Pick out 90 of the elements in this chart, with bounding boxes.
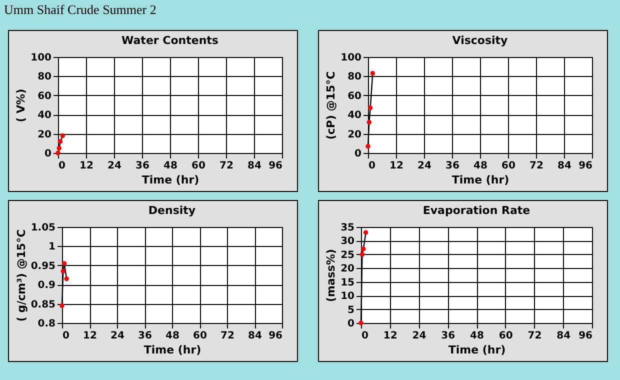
x-tick-label: 48 bbox=[166, 330, 180, 342]
point bbox=[366, 144, 370, 149]
point bbox=[62, 261, 67, 266]
x-tick-label: 96 bbox=[578, 160, 593, 172]
x-tick-label: 72 bbox=[220, 330, 234, 342]
y-tick-label: 10 bbox=[340, 291, 355, 302]
y-tick-label: 5 bbox=[348, 304, 355, 316]
x-tick-label: 36 bbox=[446, 160, 460, 172]
x-tick-label: 12 bbox=[383, 330, 398, 342]
y-tick-label: 40 bbox=[348, 110, 362, 122]
point bbox=[368, 106, 373, 110]
x-tick-label: 60 bbox=[498, 330, 513, 342]
y-tick-label: 100 bbox=[340, 52, 362, 64]
x-axis-title: Time (hr) bbox=[142, 174, 200, 186]
y-axis-title: ( V%) bbox=[14, 88, 28, 122]
y-tick-label: 0.85 bbox=[30, 299, 56, 310]
point bbox=[56, 146, 62, 151]
point bbox=[60, 268, 66, 274]
y-tick-label: 20 bbox=[348, 129, 362, 140]
x-tick-label: 72 bbox=[528, 330, 542, 342]
y-tick-label: 0.8 bbox=[38, 318, 56, 330]
x-tick-label: 60 bbox=[192, 160, 206, 172]
y-tick-label: 25 bbox=[340, 250, 355, 261]
point bbox=[361, 246, 366, 252]
point bbox=[60, 133, 66, 138]
y-tick-label: 35 bbox=[340, 222, 355, 234]
point bbox=[366, 120, 372, 125]
point bbox=[370, 70, 376, 76]
chart-title: Density bbox=[148, 204, 196, 217]
y-tick-label: 0 bbox=[354, 148, 362, 160]
x-tick-label: 60 bbox=[193, 330, 207, 342]
y-tick-label: 0 bbox=[348, 318, 355, 330]
x-tick-label: 0 bbox=[58, 160, 66, 172]
x-tick-label: 84 bbox=[248, 160, 262, 172]
x-tick-label: 0 bbox=[368, 160, 376, 172]
y-tick-label: 80 bbox=[38, 72, 52, 83]
y-axis-title: (cP) @15°C bbox=[324, 71, 338, 140]
x-tick-label: 12 bbox=[83, 330, 97, 342]
x-tick-label: 12 bbox=[80, 160, 94, 172]
point bbox=[358, 320, 364, 326]
x-tick-label: 72 bbox=[220, 160, 234, 172]
chart-title: Evaporation Rate bbox=[422, 204, 530, 217]
x-tick-label: 84 bbox=[248, 330, 262, 342]
y-tick-label: 1 bbox=[48, 242, 56, 253]
y-tick-label: 60 bbox=[38, 90, 52, 102]
x-tick-label: 84 bbox=[558, 160, 572, 172]
y-axis-title: (mass%) bbox=[324, 248, 338, 302]
x-tick-label: 24 bbox=[412, 330, 426, 342]
x-tick-label: 96 bbox=[578, 330, 593, 342]
y-tick-label: 15 bbox=[340, 277, 355, 288]
y-tick-label: 0.9 bbox=[38, 280, 56, 292]
x-tick-label: 72 bbox=[530, 160, 544, 172]
x-tick-label: 0 bbox=[62, 330, 70, 342]
y-tick-label: 20 bbox=[38, 129, 52, 140]
x-axis-title: Time (hr) bbox=[452, 174, 510, 186]
y-tick-label: 30 bbox=[340, 236, 355, 248]
point bbox=[56, 150, 60, 156]
point bbox=[360, 252, 365, 257]
x-tick-label: 48 bbox=[164, 160, 178, 172]
y-tick-label: 40 bbox=[38, 110, 52, 122]
y-tick-label: 80 bbox=[348, 72, 362, 83]
y-tick-label: 60 bbox=[348, 90, 362, 102]
x-tick-label: 24 bbox=[108, 160, 122, 172]
x-axis-title: Time (hr) bbox=[448, 344, 506, 356]
x-tick-label: 24 bbox=[110, 330, 124, 342]
y-axis-title: ( g/cm³) @15°C bbox=[14, 229, 28, 322]
x-tick-label: 48 bbox=[474, 160, 488, 172]
chart-title: Viscosity bbox=[452, 34, 508, 47]
x-tick-label: 12 bbox=[390, 160, 404, 172]
y-tick-label: 20 bbox=[340, 264, 355, 275]
point bbox=[363, 230, 368, 235]
y-tick-label: 0.95 bbox=[30, 260, 56, 272]
x-tick-label: 24 bbox=[418, 160, 432, 172]
x-tick-label: 36 bbox=[441, 330, 456, 342]
text: Umm Shaif Crude Summer 2 bbox=[4, 2, 156, 18]
x-tick-label: 36 bbox=[136, 160, 150, 172]
x-axis-title: Time (hr) bbox=[144, 344, 202, 356]
x-tick-label: 60 bbox=[502, 160, 516, 172]
y-tick-label: 1.05 bbox=[30, 222, 56, 234]
x-tick-label: 96 bbox=[268, 160, 283, 172]
x-tick-label: 48 bbox=[470, 330, 484, 342]
point bbox=[60, 303, 64, 308]
x-tick-label: 96 bbox=[268, 330, 283, 342]
x-tick-label: 36 bbox=[138, 330, 152, 342]
chart-title: Water Contents bbox=[122, 34, 219, 47]
y-tick-label: 0 bbox=[44, 148, 52, 160]
y-tick-label: 100 bbox=[30, 52, 52, 64]
point bbox=[58, 139, 63, 144]
point bbox=[64, 276, 69, 282]
x-tick-label: 84 bbox=[556, 330, 571, 342]
